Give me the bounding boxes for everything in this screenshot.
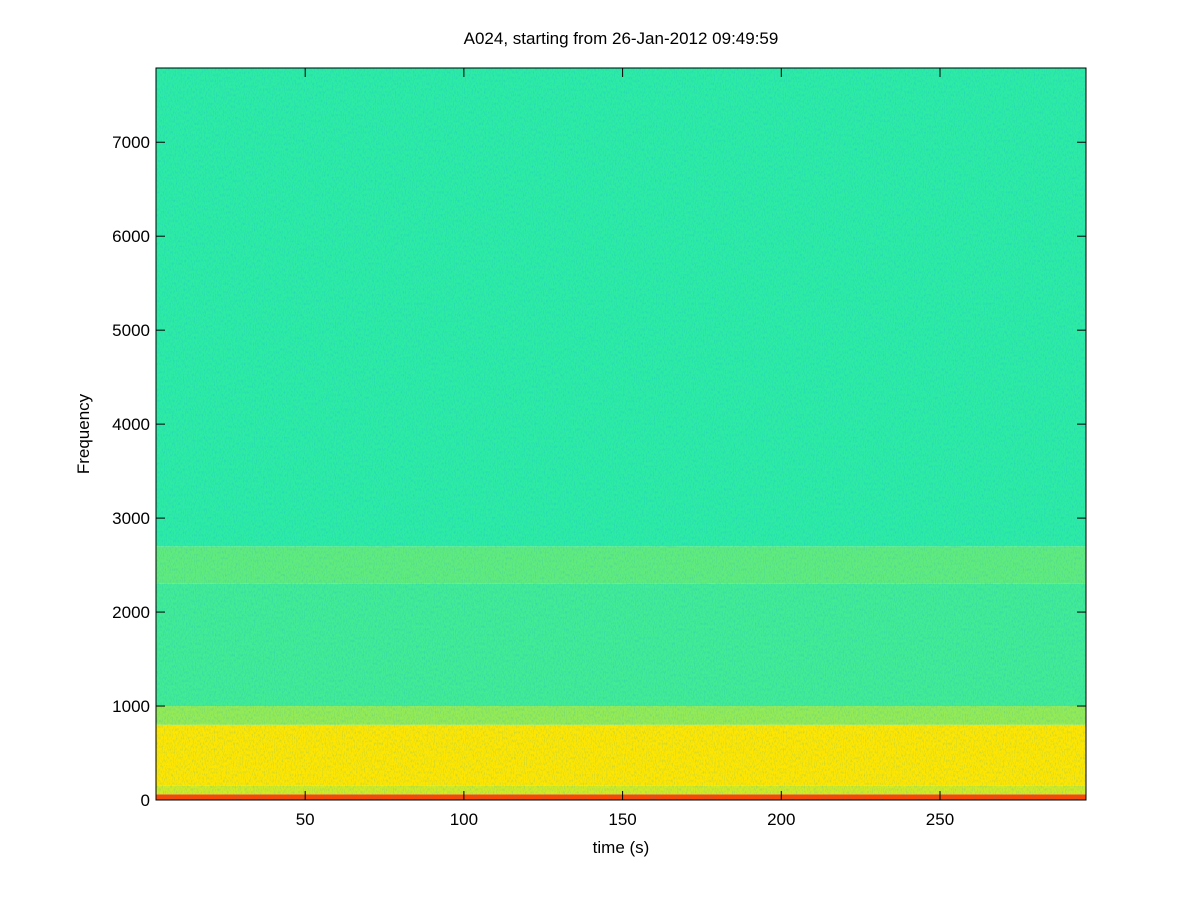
- texture: [156, 68, 1086, 800]
- y-tick-label: 2000: [112, 603, 150, 622]
- y-tick-label: 6000: [112, 227, 150, 246]
- axes-box: [155, 67, 1087, 801]
- x-tick-label: 200: [767, 810, 795, 829]
- y-axis-label: Frequency: [74, 393, 93, 474]
- x-tick-label: 250: [926, 810, 954, 829]
- y-tick-label: 0: [141, 791, 150, 810]
- x-tick-label: 100: [450, 810, 478, 829]
- chart-title: A024, starting from 26-Jan-2012 09:49:59: [464, 29, 779, 48]
- y-tick-label: 4000: [112, 415, 150, 434]
- y-tick-label: 1000: [112, 697, 150, 716]
- y-tick-label: 7000: [112, 133, 150, 152]
- y-tick-label: 5000: [112, 321, 150, 340]
- x-axis-label: time (s): [593, 838, 650, 857]
- x-tick-label: 50: [296, 810, 315, 829]
- y-tick-label: 3000: [112, 509, 150, 528]
- x-tick-label: 150: [608, 810, 636, 829]
